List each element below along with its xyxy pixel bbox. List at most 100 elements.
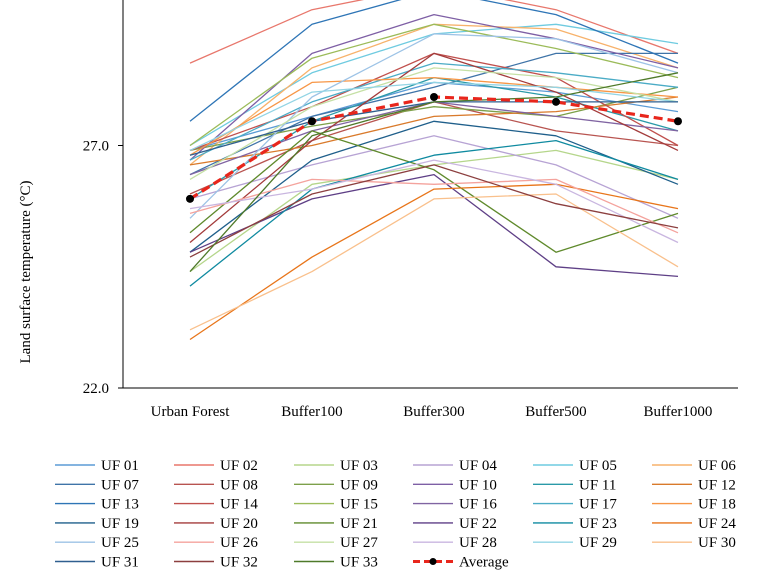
legend-label: UF 03 [340, 458, 378, 474]
legend-label: Average [459, 555, 509, 571]
legend-item: UF 14 [174, 497, 258, 513]
x-tick-label: Urban Forest [151, 404, 231, 420]
legend-item: UF 03 [294, 458, 378, 474]
legend-label: UF 19 [101, 516, 139, 532]
legend-item: UF 23 [533, 516, 617, 532]
legend-item: UF 01 [55, 458, 139, 474]
average-point [674, 117, 682, 126]
legend-label: UF 32 [220, 555, 258, 571]
series-line [189, 149, 679, 273]
legend-item: UF 06 [652, 458, 736, 474]
legend-label: UF 04 [459, 458, 497, 474]
legend-item: UF 28 [413, 535, 497, 551]
legend-label: UF 21 [340, 516, 378, 532]
average-point [308, 117, 316, 126]
legend-item: UF 12 [652, 477, 736, 493]
legend-item: UF 10 [413, 477, 497, 493]
series-line [189, 159, 679, 244]
legend-item: UF 24 [652, 516, 736, 532]
legend-label: UF 33 [340, 555, 378, 571]
series-line [189, 72, 679, 273]
legend-item: UF 29 [533, 535, 617, 551]
legend-label: UF 29 [579, 535, 617, 551]
x-tick-label: Buffer500 [525, 404, 586, 420]
y-tick-label: 27.0 [83, 139, 109, 155]
legend-label: UF 22 [459, 516, 497, 532]
legend-label: UF 09 [340, 477, 378, 493]
legend-item: UF 30 [652, 535, 736, 551]
legend-item: UF 17 [533, 497, 617, 513]
legend-item: UF 25 [55, 535, 139, 551]
legend-label: UF 17 [579, 497, 617, 513]
legend-item: UF 02 [174, 458, 258, 474]
legend-label: UF 13 [101, 497, 139, 513]
legend-item: UF 08 [174, 477, 258, 493]
legend-label: UF 10 [459, 477, 497, 493]
series-line [189, 23, 679, 147]
x-tick-label: Buffer100 [281, 404, 342, 420]
series-line [189, 130, 679, 253]
legend-label: UF 28 [459, 535, 497, 551]
legend-label: UF 15 [340, 497, 378, 513]
legend-item: UF 26 [174, 535, 258, 551]
legend: UF 01 UF 02 UF 03 UF 04 UF 05 UF 06 UF 07 UF 08… [55, 458, 736, 571]
series-line [189, 183, 679, 341]
x-tick-label: Buffer300 [403, 404, 464, 420]
legend-item: UF 04 [413, 458, 497, 474]
legend-label: UF 30 [698, 535, 736, 551]
series-line [189, 52, 678, 176]
average-point [186, 194, 194, 203]
series-line [189, 76, 679, 156]
legend-item: UF 21 [294, 516, 378, 532]
legend-marker [429, 558, 437, 565]
legend-item: UF 05 [533, 458, 617, 474]
legend-item: UF 15 [294, 497, 378, 513]
legend-label: UF 01 [101, 458, 139, 474]
series-line [189, 13, 679, 161]
series-line [189, 135, 679, 219]
legend-item: UF 07 [55, 477, 139, 493]
legend-label: UF 11 [579, 477, 616, 493]
series-line [189, 81, 679, 151]
legend-item: UF 31 [55, 555, 139, 571]
legend-label: UF 05 [579, 458, 617, 474]
legend-label: UF 06 [698, 458, 736, 474]
series-line [189, 52, 679, 243]
series-lines [186, 0, 682, 341]
legend-label: UF 08 [220, 477, 258, 493]
series-line [189, 23, 679, 147]
series-line [189, 33, 679, 219]
legend-item-average: Average [413, 555, 509, 571]
series-line [189, 139, 679, 287]
axes [118, 0, 738, 389]
legend-label: UF 24 [698, 516, 736, 532]
legend-label: UF 23 [579, 516, 617, 532]
series-line [189, 101, 679, 176]
legend-label: UF 02 [220, 458, 258, 474]
series-line [189, 67, 679, 180]
y-tick-label: 22.0 [83, 381, 109, 397]
legend-item: UF 09 [294, 477, 378, 493]
legend-label: UF 25 [101, 535, 139, 551]
series-line [189, 173, 679, 278]
legend-item: UF 19 [55, 516, 139, 532]
legend-label: UF 18 [698, 497, 736, 513]
series-line [189, 178, 679, 234]
series-line [189, 0, 679, 122]
series-line [189, 62, 679, 161]
average-point [552, 97, 560, 106]
legend-item: UF 16 [413, 497, 497, 513]
legend-label: UF 16 [459, 497, 497, 513]
legend-label: UF 12 [698, 477, 736, 493]
legend-item: UF 18 [652, 497, 736, 513]
legend-label: UF 27 [340, 535, 378, 551]
series-line [189, 0, 679, 64]
legend-item: UF 22 [413, 516, 497, 532]
average-point [430, 93, 438, 101]
legend-label: UF 26 [220, 535, 258, 551]
legend-label: UF 20 [220, 516, 258, 532]
legend-label: UF 31 [101, 555, 139, 571]
legend-item: UF 32 [174, 555, 258, 571]
legend-label: UF 07 [101, 477, 139, 493]
